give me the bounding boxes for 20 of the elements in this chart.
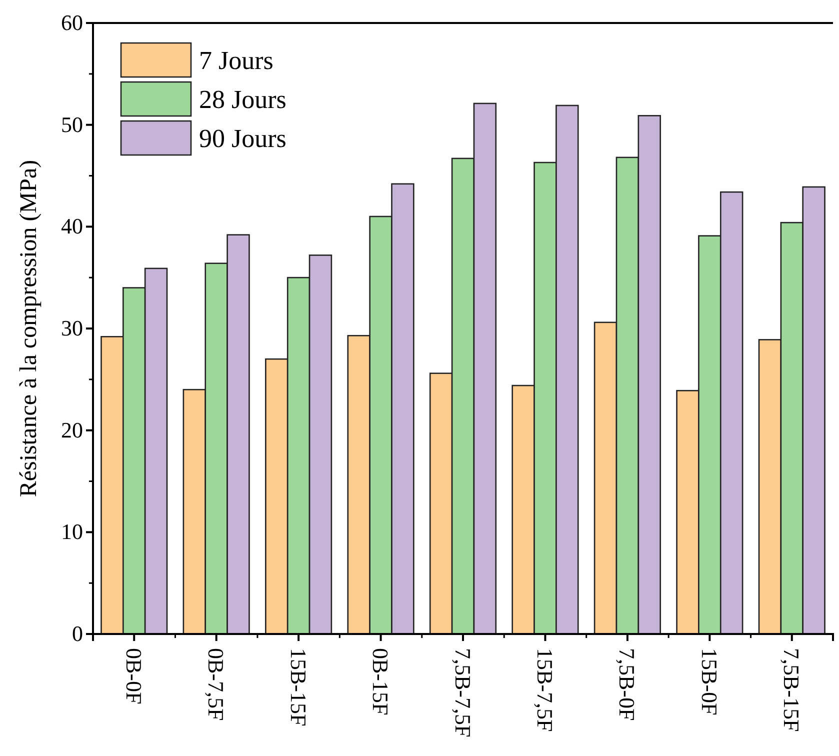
x-tick-label: 15B-0F (696, 648, 722, 716)
x-tick-label: 0B-15F (368, 648, 394, 716)
y-tick-label: 10 (61, 519, 83, 544)
x-tick-label: 7,5B-0F (614, 648, 640, 721)
y-tick-label: 30 (61, 316, 83, 341)
x-tick-label: 7,5B-15F (779, 648, 804, 732)
y-tick-label: 0 (72, 621, 83, 646)
legend-label: 28 Jours (199, 85, 286, 114)
y-tick-label: 20 (61, 417, 83, 442)
y-tick-label: 60 (61, 10, 83, 36)
y-axis-title: Résistance à la compression (MPa) (16, 160, 42, 498)
x-tick-label: 15B-7,5F (532, 648, 558, 732)
x-tick-label: 0B-7,5F (204, 648, 229, 721)
y-tick-label: 50 (61, 112, 83, 137)
x-tick-label: 7,5B-7,5F (450, 648, 476, 738)
x-tick-label: 0B-0F (121, 648, 146, 704)
x-tick-label: 15B-15F (286, 648, 311, 726)
legend-label: 90 Jours (199, 124, 286, 154)
y-tick-label: 40 (61, 214, 83, 239)
legend-label: 7 Jours (199, 46, 274, 76)
